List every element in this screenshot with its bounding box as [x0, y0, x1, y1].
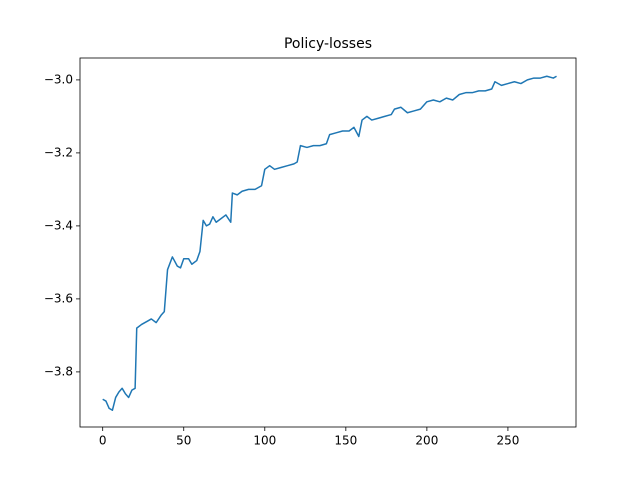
y-tick-label: −3.4	[44, 218, 73, 232]
y-tick-label: −3.6	[44, 291, 73, 305]
x-tick-label: 150	[334, 434, 357, 448]
x-tick-label: 50	[176, 434, 191, 448]
x-tick-label: 250	[496, 434, 519, 448]
axes-frame	[79, 57, 577, 428]
y-tick-label: −3.0	[44, 72, 73, 86]
data-line	[102, 75, 557, 411]
x-tick-label: 100	[253, 434, 276, 448]
x-tick-label: 200	[415, 434, 438, 448]
y-tick-label: −3.8	[44, 364, 73, 378]
y-tick-label: −3.2	[44, 145, 73, 159]
chart-title: Policy-losses	[284, 36, 372, 52]
x-tick-label: 0	[99, 434, 107, 448]
